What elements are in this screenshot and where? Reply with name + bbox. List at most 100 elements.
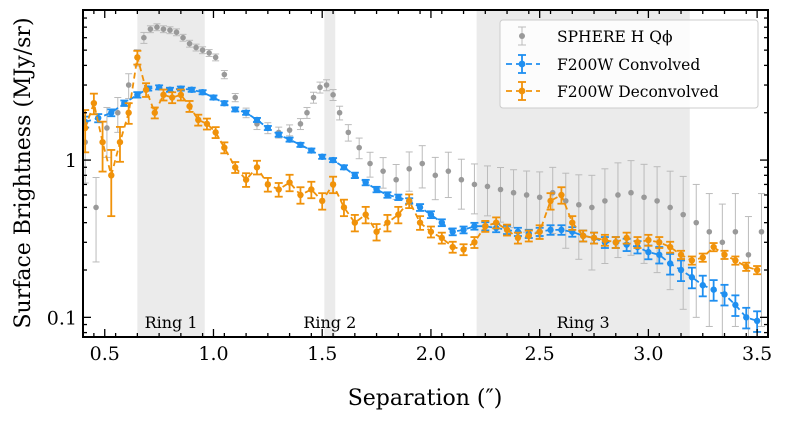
series-3-point xyxy=(492,219,500,226)
legend-marker-2 xyxy=(518,60,526,68)
series-2-point xyxy=(558,226,565,234)
series-3-point xyxy=(264,181,272,188)
series-1-point xyxy=(576,201,582,208)
x-tick-label: 3.0 xyxy=(633,343,663,365)
series-3-point xyxy=(384,219,391,226)
series-2-point xyxy=(329,156,337,164)
series-3-point xyxy=(416,219,424,226)
series-2-point xyxy=(188,86,195,93)
series-1-point xyxy=(297,121,304,127)
series-3-point xyxy=(569,219,576,226)
series-1-point xyxy=(458,176,465,183)
series-2-point xyxy=(253,116,261,124)
series-1-point xyxy=(393,176,399,183)
series-3-point xyxy=(168,94,176,101)
series-2-point xyxy=(134,91,141,99)
series-1-point xyxy=(286,127,293,133)
plot-frame xyxy=(82,9,769,338)
series-2-point xyxy=(319,153,326,160)
series-2-point xyxy=(121,99,128,107)
legend-label-1: SPHERE H Qϕ xyxy=(557,28,673,46)
series-3-point xyxy=(482,222,489,230)
legend-marker-1 xyxy=(519,33,525,39)
series-2-point xyxy=(395,194,402,201)
series-3-point xyxy=(645,236,652,244)
series-2-point xyxy=(286,136,293,143)
series-1-point xyxy=(356,144,362,151)
series-2-point xyxy=(460,226,467,234)
series-2-point xyxy=(645,248,652,256)
series-3-point xyxy=(590,234,598,242)
series-3-point xyxy=(753,266,761,274)
series-1-point xyxy=(693,219,700,226)
x-tick-label: 1.0 xyxy=(198,343,228,365)
band-1 xyxy=(137,10,205,337)
x-tick-label: 2.0 xyxy=(416,343,446,365)
series-3-point xyxy=(203,120,211,128)
series-3-point xyxy=(362,211,369,218)
series-3-point xyxy=(286,179,293,186)
series-1-point xyxy=(206,50,212,56)
series-1-point xyxy=(125,82,132,88)
series-1-point xyxy=(380,168,386,174)
series-1-point xyxy=(602,198,608,204)
series-1-point xyxy=(323,82,330,88)
series-3-point xyxy=(721,251,728,258)
series-1-point xyxy=(173,29,180,36)
series-2-point xyxy=(743,314,750,321)
series-1-point xyxy=(141,34,147,41)
series-2-point xyxy=(732,301,739,309)
series-1-point xyxy=(706,228,713,235)
series-1-point xyxy=(212,54,219,61)
legend-marker-3 xyxy=(518,87,526,95)
series-1-point xyxy=(523,192,530,198)
series-1-point xyxy=(167,27,173,33)
series-3-point xyxy=(395,211,402,218)
series-1-point xyxy=(104,125,110,131)
series-2-point xyxy=(656,251,663,258)
series-1-point xyxy=(758,228,765,235)
series-2-point xyxy=(427,211,435,218)
series-3-point xyxy=(623,234,630,242)
series-2-point xyxy=(438,219,446,226)
series-3-point xyxy=(460,246,467,253)
series-3-point xyxy=(319,197,326,205)
series-3-point xyxy=(449,243,456,251)
series-1-point xyxy=(589,204,595,211)
series-2-point xyxy=(373,186,380,193)
series-3-point xyxy=(195,116,202,124)
series-3-point xyxy=(340,204,348,211)
series-2-point xyxy=(242,109,250,116)
series-1-point xyxy=(536,194,543,201)
series-2-point xyxy=(264,124,272,132)
legend-label-3: F200W Deconvolved xyxy=(557,83,719,101)
series-3-point xyxy=(688,257,696,264)
series-1-point xyxy=(680,211,686,218)
series-1-point xyxy=(445,168,452,174)
series-1-point xyxy=(160,26,167,32)
series-3-point xyxy=(558,191,565,199)
series-3-point xyxy=(212,129,219,136)
series-1-point xyxy=(186,40,193,47)
series-1-point xyxy=(221,71,228,78)
series-3-point xyxy=(743,263,750,270)
series-2-point xyxy=(721,291,728,298)
series-3-point xyxy=(177,91,185,99)
series-1-point xyxy=(180,34,186,41)
series-1-point xyxy=(232,94,239,101)
x-tick-label: 3.5 xyxy=(742,343,772,365)
series-1-point xyxy=(419,160,426,167)
x-tick-label: 0.5 xyxy=(90,343,120,365)
series-3-point xyxy=(275,186,282,193)
series-2-point xyxy=(449,228,456,235)
legend-box xyxy=(499,19,759,109)
band-label-1: Ring 1 xyxy=(145,313,198,332)
series-1-point xyxy=(93,204,99,211)
band-2 xyxy=(324,10,336,337)
series-1-point xyxy=(484,183,491,190)
series-3-point xyxy=(116,138,124,146)
series-1-point xyxy=(114,109,121,116)
series-3-point xyxy=(83,124,89,132)
series-3-point xyxy=(503,226,511,234)
series-2-point xyxy=(275,131,282,138)
